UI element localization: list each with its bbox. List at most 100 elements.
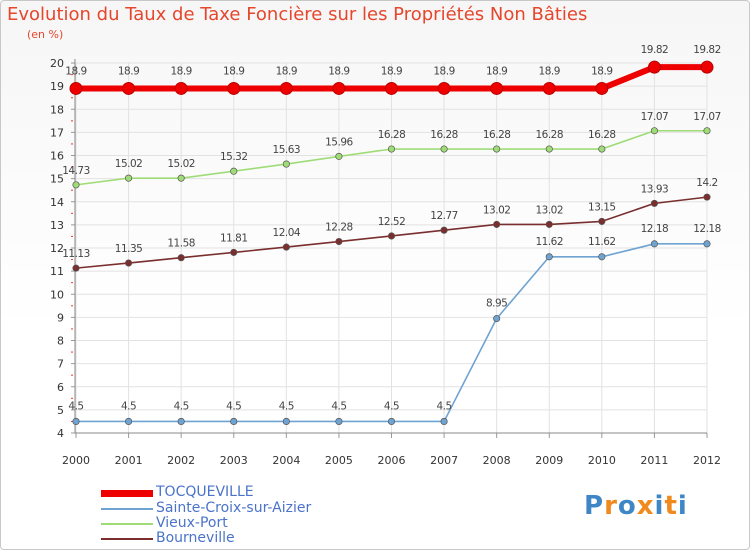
- y-tick-label-13: 13: [50, 219, 64, 232]
- data-point-TOCQUEVILLE-2009: [542, 81, 556, 95]
- logo-letter: x: [636, 491, 655, 521]
- y-tick-label-10: 10: [50, 288, 64, 301]
- data-point-TOCQUEVILLE-2004: [279, 81, 293, 95]
- data-point-Vieux-Port-2006: [387, 145, 396, 153]
- y-axis-unit-label: (en %): [27, 28, 64, 41]
- series-points: [69, 60, 714, 425]
- x-tick-label-2008: 2008: [483, 454, 511, 467]
- data-point-TOCQUEVILLE-2011: [647, 60, 661, 74]
- data-point-Sainte-Croix-sur-Aizier-2001: [125, 417, 133, 425]
- legend-label: TOCQUEVILLE: [156, 484, 254, 500]
- data-label-TOCQUEVILLE-2010: 18.9: [591, 65, 612, 77]
- y-tick-label-7: 7: [57, 358, 64, 371]
- data-point-TOCQUEVILLE-2012: [700, 60, 714, 74]
- logo-letter: r: [604, 491, 618, 521]
- data-label-TOCQUEVILLE-2005: 18.9: [328, 65, 349, 77]
- logo-letter: i: [677, 491, 688, 521]
- data-label-Sainte-Croix-sur-Aizier-2009: 11.62: [535, 236, 563, 248]
- data-point-Bourneville-2007: [440, 226, 448, 234]
- x-tick-label-2006: 2006: [378, 454, 406, 467]
- y-tick-label-18: 18: [50, 103, 64, 116]
- axes: [71, 59, 708, 438]
- data-point-Sainte-Croix-sur-Aizier-2006: [387, 417, 396, 425]
- data-point-Bourneville-2010: [598, 217, 606, 225]
- data-point-TOCQUEVILLE-2001: [122, 81, 136, 95]
- legend-label: Sainte-Croix-sur-Aizier: [156, 500, 312, 516]
- data-label-Bourneville-2003: 11.81: [220, 232, 248, 244]
- y-tick-label-11: 11: [50, 265, 64, 278]
- data-point-Bourneville-2008: [493, 220, 501, 228]
- data-point-Bourneville-2004: [282, 243, 290, 251]
- data-label-Vieux-Port-2010: 16.28: [588, 129, 616, 141]
- data-label-Vieux-Port-2012: 17.07: [693, 111, 721, 123]
- data-point-Vieux-Port-2001: [125, 174, 133, 182]
- data-label-Vieux-Port-2003: 15.32: [220, 151, 248, 163]
- y-tick-label-8: 8: [57, 335, 64, 348]
- data-point-Vieux-Port-2008: [493, 145, 501, 153]
- data-label-Bourneville-2009: 13.02: [535, 204, 563, 216]
- data-label-TOCQUEVILLE-2004: 18.9: [276, 65, 297, 77]
- data-point-Vieux-Port-2009: [545, 145, 553, 153]
- data-label-Bourneville-2005: 12.28: [325, 222, 353, 234]
- data-label-TOCQUEVILLE-2009: 18.9: [539, 65, 560, 77]
- data-point-Bourneville-2002: [177, 254, 185, 262]
- data-point-TOCQUEVILLE-2008: [490, 81, 504, 95]
- data-point-TOCQUEVILLE-2002: [174, 81, 188, 95]
- data-label-TOCQUEVILLE-2001: 18.9: [118, 65, 139, 77]
- data-label-Sainte-Croix-sur-Aizier-2008: 8.95: [486, 298, 507, 310]
- data-point-Bourneville-2011: [650, 199, 658, 207]
- data-label-Bourneville-2012: 14.2: [696, 177, 717, 189]
- data-label-Bourneville-2001: 11.35: [115, 243, 143, 255]
- data-point-Sainte-Croix-sur-Aizier-2008: [493, 314, 501, 323]
- data-label-Bourneville-2002: 11.58: [167, 238, 195, 250]
- data-label-Bourneville-2000: 11.13: [62, 248, 90, 260]
- y-tick-label-15: 15: [50, 173, 64, 186]
- data-point-Vieux-Port-2000: [72, 181, 80, 189]
- data-label-Vieux-Port-2002: 15.02: [167, 158, 195, 170]
- data-point-Sainte-Croix-sur-Aizier-2003: [230, 417, 238, 425]
- data-label-Sainte-Croix-sur-Aizier-2011: 12.18: [641, 223, 669, 235]
- x-tick-label-2000: 2000: [62, 454, 90, 467]
- data-label-TOCQUEVILLE-2003: 18.9: [223, 65, 244, 77]
- data-label-Bourneville-2008: 13.02: [483, 204, 511, 216]
- data-point-Sainte-Croix-sur-Aizier-2010: [598, 253, 606, 261]
- tick-labels: 4 5 6 7 8 9 10 11 12 13 14 15 16 17 18 19 20 2000 2001 2002…: [50, 57, 721, 467]
- data-point-Sainte-Croix-sur-Aizier-2009: [545, 253, 553, 261]
- data-label-Bourneville-2004: 12.04: [273, 227, 301, 239]
- data-label-TOCQUEVILLE-2007: 18.9: [433, 65, 454, 77]
- x-tick-label-2010: 2010: [588, 454, 616, 467]
- data-point-Sainte-Croix-sur-Aizier-2007: [440, 417, 448, 425]
- data-label-Sainte-Croix-sur-Aizier-2002: 4.5: [174, 400, 189, 412]
- x-tick-label-2002: 2002: [167, 454, 195, 467]
- data-point-Sainte-Croix-sur-Aizier-2012: [703, 240, 711, 248]
- data-point-Vieux-Port-2003: [230, 167, 238, 175]
- data-point-Vieux-Port-2002: [177, 174, 185, 182]
- data-label-Sainte-Croix-sur-Aizier-2001: 4.5: [121, 400, 136, 412]
- data-label-Bourneville-2011: 13.93: [641, 183, 669, 195]
- data-point-Vieux-Port-2007: [440, 145, 448, 153]
- data-label-Sainte-Croix-sur-Aizier-2012: 12.18: [693, 223, 721, 235]
- data-point-Sainte-Croix-sur-Aizier-2011: [650, 240, 658, 248]
- data-label-TOCQUEVILLE-2002: 18.9: [170, 65, 191, 77]
- x-tick-label-2004: 2004: [272, 454, 300, 467]
- data-label-Sainte-Croix-sur-Aizier-2006: 4.5: [384, 400, 399, 412]
- data-label-Vieux-Port-2004: 15.63: [273, 144, 301, 156]
- logo-letter: o: [617, 491, 637, 521]
- data-label-Bourneville-2007: 12.77: [430, 210, 458, 222]
- proxiti-logo: Proxiti: [584, 491, 688, 521]
- data-label-Vieux-Port-2000: 14.73: [62, 165, 90, 177]
- data-label-TOCQUEVILLE-2006: 18.9: [381, 65, 402, 77]
- legend-swatch: [101, 523, 153, 525]
- logo-letter: i: [654, 491, 665, 521]
- legend-swatch: [101, 538, 153, 540]
- legend-label: Vieux-Port: [156, 515, 228, 531]
- data-label-Bourneville-2010: 13.15: [588, 201, 616, 213]
- y-tick-label-19: 19: [50, 80, 64, 93]
- x-tick-label-2011: 2011: [640, 454, 668, 467]
- x-tick-label-2003: 2003: [220, 454, 248, 467]
- data-point-Bourneville-2012: [703, 193, 711, 201]
- y-tick-label-16: 16: [50, 150, 64, 163]
- data-point-TOCQUEVILLE-2007: [437, 81, 451, 95]
- data-point-TOCQUEVILLE-2003: [227, 81, 241, 95]
